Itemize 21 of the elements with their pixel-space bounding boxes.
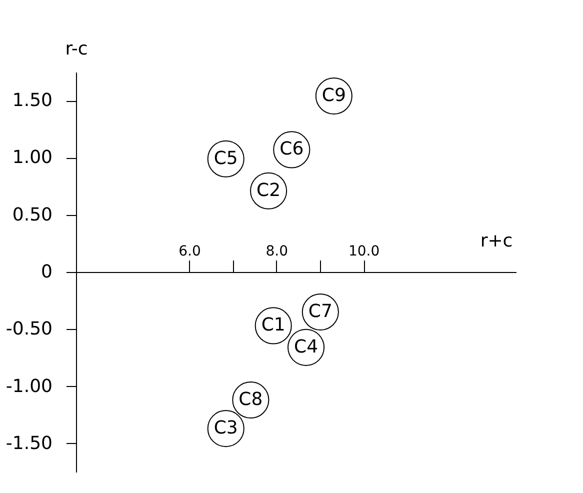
y-tick-label: 0.50 — [12, 204, 52, 226]
annotation: C8 — [238, 389, 263, 410]
annotation: C2 — [256, 180, 281, 201]
y-axis-title: r-c — [65, 38, 88, 60]
annotation: C4 — [294, 336, 318, 358]
annotation: C5 — [214, 148, 238, 169]
x-tick-label: 6.0 — [178, 244, 201, 260]
y-tick-label: -0.50 — [6, 318, 52, 340]
annotation: C6 — [280, 138, 304, 160]
y-tick-label: -1.00 — [6, 376, 52, 397]
annotation: C7 — [308, 301, 332, 322]
annotation: C1 — [261, 314, 286, 336]
y-tick-label: 1.50 — [12, 90, 52, 112]
annotation: C9 — [322, 85, 346, 106]
annotation: C3 — [214, 418, 238, 439]
y-tick-label: -1.50 — [6, 432, 52, 454]
y-tick-label: 0 — [41, 262, 52, 282]
x-tick-label: 10.0 — [348, 244, 380, 260]
y-tick-label: 1.00 — [12, 147, 52, 168]
x-tick-label: 8.0 — [266, 244, 288, 260]
x-axis-title: r+c — [480, 230, 513, 252]
